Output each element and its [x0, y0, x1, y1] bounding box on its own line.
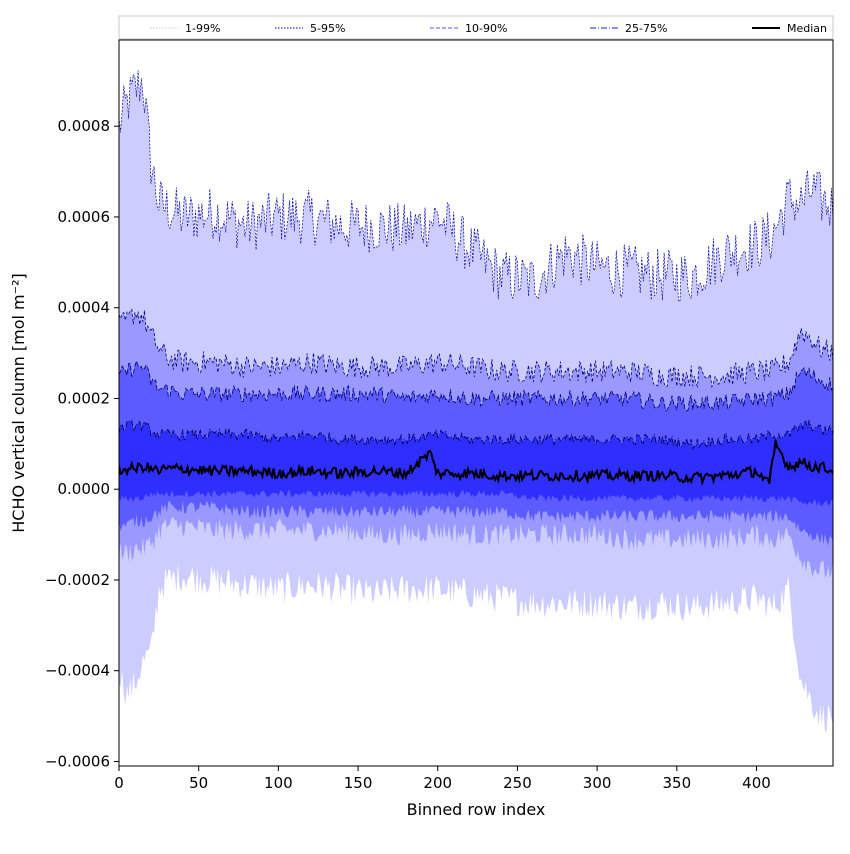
y-tick-label: −0.0004	[45, 662, 110, 680]
x-tick-label: 100	[264, 774, 293, 792]
legend-label: 1-99%	[185, 22, 220, 35]
legend-label: 25-75%	[625, 22, 667, 35]
band-upper-edge-1-99pct	[119, 70, 833, 303]
legend-label: 10-90%	[465, 22, 507, 35]
median-layer	[119, 439, 833, 487]
y-tick-label: −0.0002	[45, 571, 110, 589]
x-axis-label: Binned row index	[407, 800, 546, 819]
percentile-bands	[119, 70, 833, 732]
x-tick-label: 400	[742, 774, 771, 792]
plot-frame	[118, 39, 834, 767]
band-edge-lines	[119, 70, 833, 451]
x-tick-label: 300	[583, 774, 612, 792]
x-tick-label: 0	[114, 774, 124, 792]
y-tick-label: 0.0004	[58, 299, 111, 317]
median-line	[119, 439, 833, 487]
legend-label: 5-95%	[310, 22, 345, 35]
y-tick-label: 0.0000	[58, 480, 111, 498]
y-axis: −0.0006 −0.0004 −0.0002 0.0000 0.0002 0.0004 0…	[45, 117, 119, 770]
y-tick-label: 0.0008	[58, 117, 111, 135]
y-tick-label: 0.0006	[58, 208, 111, 226]
x-tick-label: 200	[423, 774, 452, 792]
x-tick-label: 350	[662, 774, 691, 792]
x-tick-label: 250	[503, 774, 532, 792]
x-tick-label: 150	[344, 774, 373, 792]
legend-label: Median	[787, 22, 827, 35]
y-tick-label: 0.0002	[58, 389, 111, 407]
legend: 1-99% 5-95% 10-90% 25-75% Median	[118, 15, 834, 40]
band-25-75pct	[119, 420, 833, 506]
band-upper-edge-5-95pct	[119, 308, 833, 389]
y-tick-label: −0.0006	[45, 752, 110, 770]
band-upper-edge-25-75pct	[119, 419, 833, 451]
x-axis: 0 50 100 150 200 250 300 350 400	[114, 766, 771, 792]
legend-box	[118, 15, 834, 40]
y-axis-label: HCHO vertical column [mol m⁻²]	[9, 273, 28, 532]
band-upper-edge-10-90pct	[119, 359, 833, 412]
x-tick-label: 50	[189, 774, 208, 792]
